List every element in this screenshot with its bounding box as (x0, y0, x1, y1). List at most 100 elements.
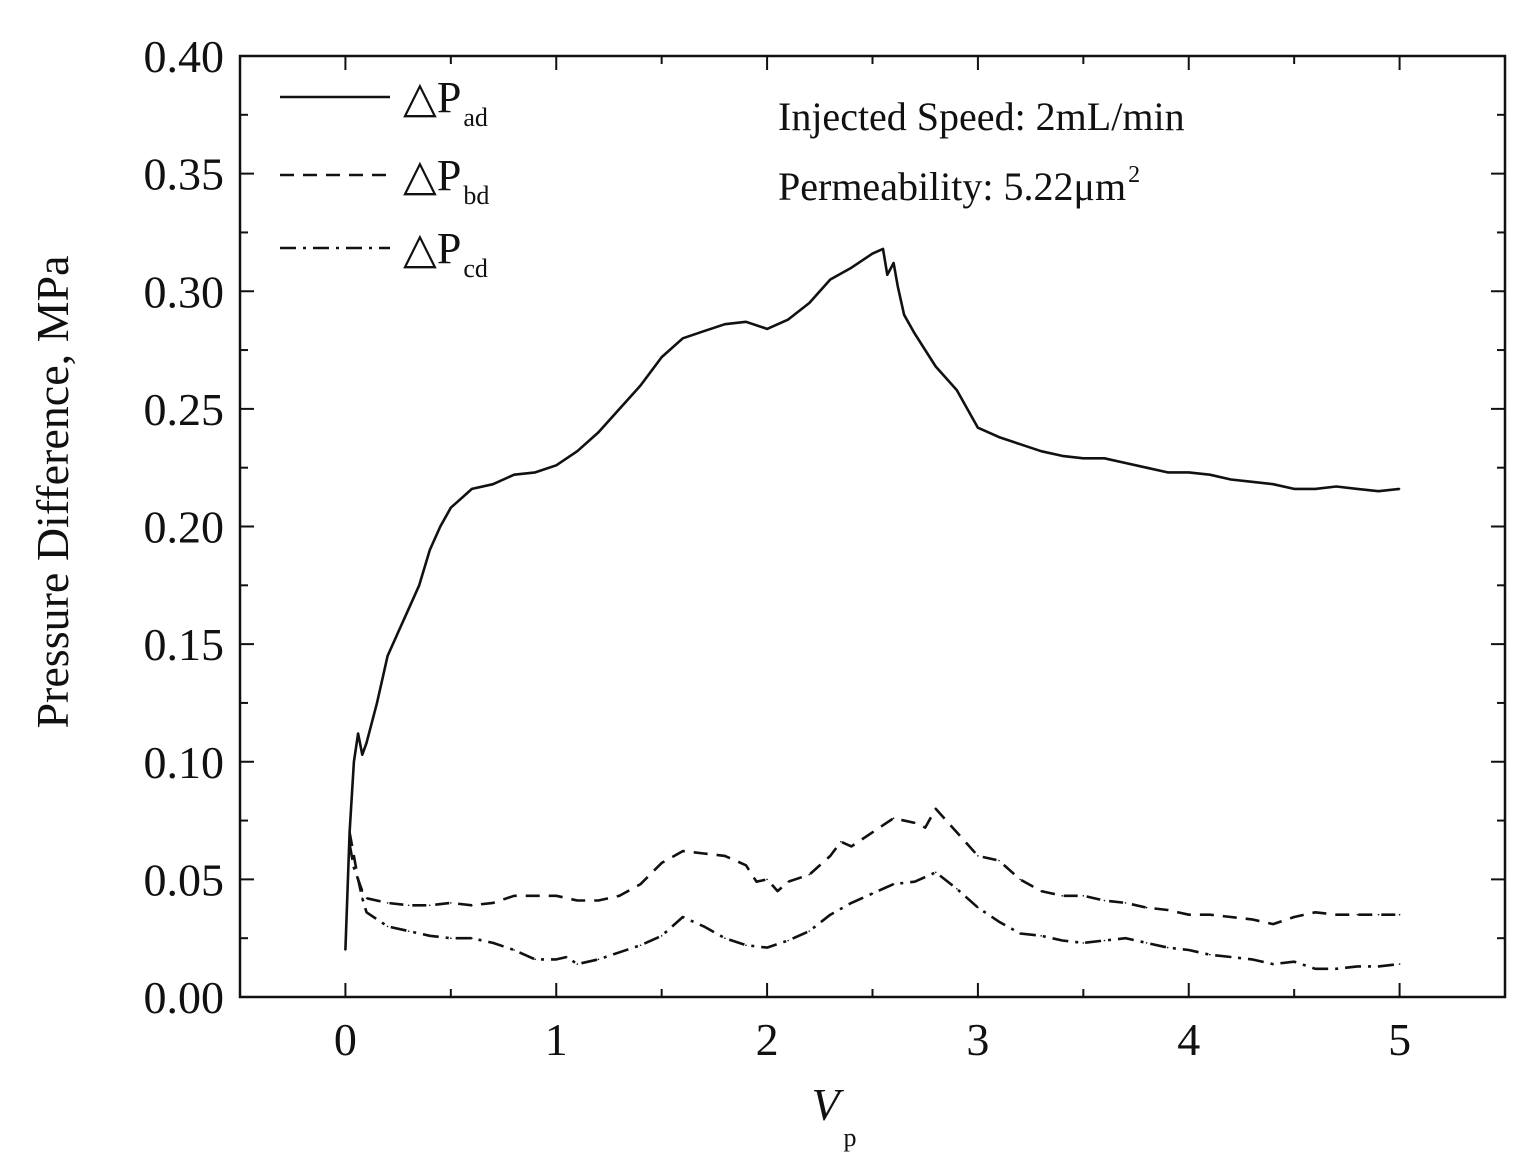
data-point-bd-29 (840, 840, 842, 843)
y-tick-label-8: 0.40 (144, 31, 225, 82)
data-point-ad-8 (397, 631, 399, 634)
data-point-ad-7 (386, 655, 389, 657)
x-tick-label-3: 3 (966, 1014, 989, 1065)
data-point-cd-37 (1040, 935, 1042, 937)
data-point-ad-6 (376, 702, 378, 704)
annotation-permeability: Permeability: 5.22μm2 (778, 162, 1140, 209)
data-point-bd-56 (1377, 913, 1380, 916)
data-point-bd-31 (871, 831, 874, 834)
data-point-cd-52 (1356, 965, 1359, 968)
data-point-cd-23 (745, 944, 747, 947)
annotation-permeability-main: Permeability: 5.22μm (778, 164, 1126, 209)
data-point-cd-53 (1377, 965, 1380, 968)
y-tick-label-1: 0.05 (144, 854, 225, 905)
data-point-ad-31 (808, 302, 811, 304)
data-point-ad-42 (956, 389, 958, 391)
data-point-ad-55 (1230, 478, 1232, 481)
data-point-bd-37 (977, 855, 979, 857)
data-point-cd-12 (534, 958, 536, 961)
data-point-ad-25 (681, 337, 684, 340)
data-point-cd-0 (348, 843, 351, 845)
data-point-bd-49 (1230, 916, 1232, 918)
data-point-ad-20 (576, 450, 579, 453)
data-point-cd-3 (361, 897, 364, 899)
data-point-ad-52 (1166, 471, 1169, 474)
data-point-cd-54 (1398, 963, 1401, 965)
data-point-ad-5 (365, 742, 368, 744)
data-point-ad-43 (977, 426, 979, 429)
data-point-cd-44 (1187, 949, 1190, 951)
legend-label-ad-main: △P (403, 73, 461, 122)
data-point-bd-11 (513, 895, 515, 897)
data-point-bd-50 (1251, 918, 1253, 921)
data-point-cd-19 (660, 935, 663, 937)
data-point-bd-46 (1166, 909, 1169, 911)
data-point-cd-33 (956, 887, 958, 890)
axis-tick-labels: 0 1 2 3 4 5 0.00 0.05 0.10 0.15 0.20 0.25 0.30 0.35 0.… (144, 31, 1412, 1065)
data-point-cd-14 (565, 956, 568, 958)
data-point-ad-23 (639, 384, 642, 387)
data-point-cd-18 (639, 944, 642, 947)
data-point-cd-15 (576, 963, 579, 965)
data-point-ad-37 (892, 262, 895, 264)
data-point-bd-47 (1187, 913, 1190, 916)
data-point-bd-6 (407, 904, 410, 907)
data-point-cd-30 (892, 883, 895, 885)
data-point-bd-14 (576, 899, 579, 902)
data-point-ad-45 (1019, 443, 1021, 445)
data-point-ad-2 (353, 760, 355, 763)
data-point-ad-38 (897, 285, 899, 288)
data-point-ad-47 (1061, 455, 1064, 457)
data-point-bd-54 (1335, 913, 1338, 916)
x-tick-label-5: 5 (1388, 1014, 1411, 1065)
data-point-ad-51 (1145, 466, 1148, 469)
data-point-cd-46 (1230, 956, 1232, 958)
axis-ticks (239, 55, 1506, 998)
y-axis-title: Pressure Difference, MPa (27, 255, 78, 728)
legend: △Pad △Pbd △Pcd (280, 73, 489, 283)
data-point-bd-44 (1124, 902, 1127, 904)
data-point-cd-1 (353, 866, 355, 869)
data-point-cd-25 (787, 939, 789, 942)
legend-label-ad-sub: ad (463, 103, 488, 132)
x-tick-label-2: 2 (756, 1014, 779, 1065)
data-point-cd-26 (808, 930, 811, 932)
data-point-cd-7 (428, 935, 431, 937)
data-point-bd-22 (745, 864, 747, 867)
y-tick-label-6: 0.30 (144, 266, 225, 317)
data-point-bd-16 (618, 895, 621, 897)
data-point-bd-43 (1103, 899, 1106, 902)
data-point-bd-24 (766, 878, 768, 881)
data-point-cd-6 (407, 930, 410, 932)
data-point-bd-9 (471, 904, 473, 907)
data-point-ad-26 (703, 330, 705, 333)
data-point-cd-16 (597, 958, 600, 961)
data-point-bd-21 (724, 855, 726, 857)
data-point-ad-62 (1377, 490, 1380, 493)
data-point-cd-22 (724, 937, 726, 939)
data-point-cd-48 (1272, 963, 1274, 965)
data-point-cd-9 (471, 937, 473, 939)
data-point-bd-5 (386, 902, 389, 904)
data-point-ad-10 (418, 584, 421, 587)
legend-label-ad: △Pad (403, 73, 488, 132)
data-point-ad-3 (357, 732, 359, 735)
data-point-cd-11 (513, 949, 515, 951)
data-point-ad-60 (1335, 485, 1338, 488)
data-point-ad-0 (344, 949, 347, 951)
data-point-bd-35 (934, 808, 937, 810)
y-tick-label-4: 0.20 (144, 502, 225, 553)
data-point-ad-21 (597, 431, 600, 434)
data-point-bd-40 (1040, 890, 1042, 892)
data-point-ad-57 (1272, 483, 1274, 485)
y-tick-label-3: 0.15 (144, 619, 225, 670)
data-point-ad-58 (1293, 488, 1295, 490)
data-point-bd-48 (1209, 913, 1211, 916)
data-point-bd-28 (829, 855, 832, 857)
data-point-cd-5 (386, 925, 389, 928)
data-point-bd-1 (353, 855, 355, 857)
data-point-cd-20 (681, 916, 684, 918)
data-point-ad-59 (1314, 488, 1317, 490)
data-point-bd-34 (924, 826, 927, 829)
legend-label-bd-sub: bd (463, 181, 489, 210)
